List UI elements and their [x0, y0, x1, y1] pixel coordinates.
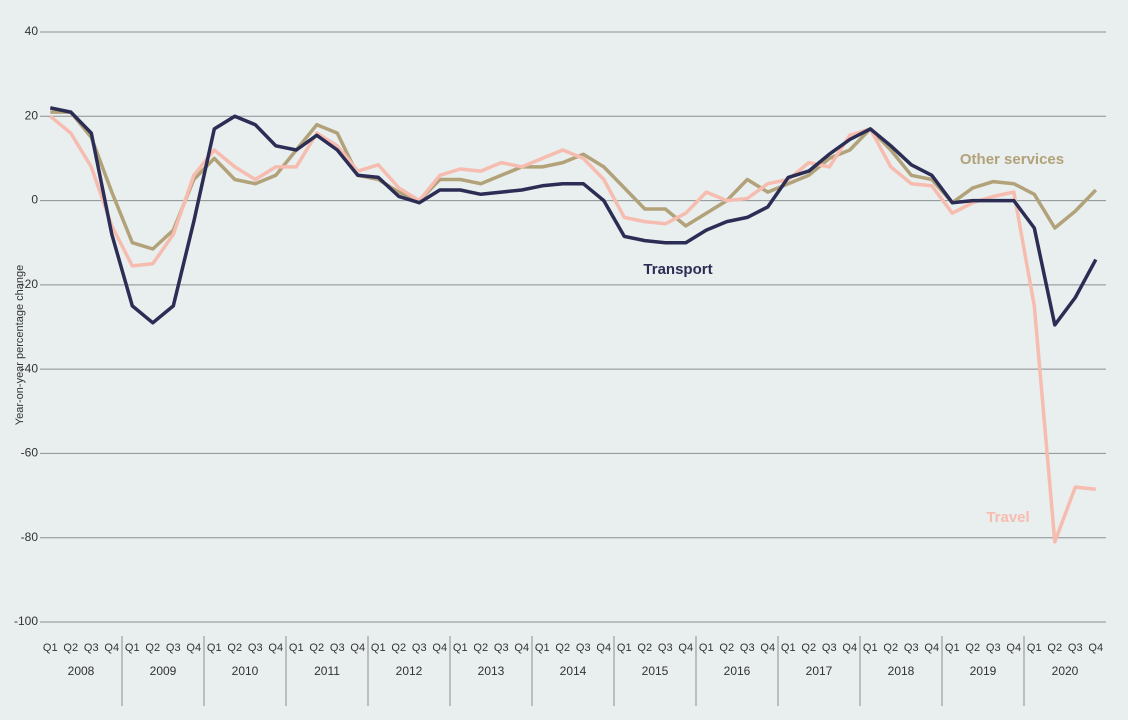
year-label: 2017: [806, 664, 833, 678]
x-tick-label: Q4: [350, 642, 365, 654]
x-tick-label: Q1: [945, 642, 960, 654]
x-tick-label: Q2: [145, 642, 160, 654]
x-tick-label: Q1: [863, 642, 878, 654]
year-label: 2019: [970, 664, 997, 678]
series-line: [50, 110, 1098, 251]
x-tick-label: Q2: [637, 642, 652, 654]
x-tick-label: Q1: [535, 642, 550, 654]
x-tick-label: Q1: [43, 642, 58, 654]
year-label: 2014: [560, 664, 587, 678]
x-tick-label: Q2: [883, 642, 898, 654]
year-label: 2013: [478, 664, 505, 678]
x-tick-label: Q3: [412, 642, 427, 654]
x-tick-label: Q3: [658, 642, 673, 654]
y-tick-label: -80: [21, 530, 39, 544]
y-tick-label: -20: [21, 277, 39, 291]
year-label: 2008: [68, 664, 95, 678]
x-tick-label: Q2: [719, 642, 734, 654]
x-tick-label: Q2: [473, 642, 488, 654]
y-tick-label: 0: [31, 193, 38, 207]
y-tick-label: -40: [21, 361, 39, 375]
x-tick-label: Q4: [186, 642, 201, 654]
x-tick-label: Q2: [965, 642, 980, 654]
x-tick-label: Q1: [781, 642, 796, 654]
x-tick-label: Q4: [514, 642, 529, 654]
x-tick-label: Q1: [699, 642, 714, 654]
x-tick-label: Q1: [1027, 642, 1042, 654]
x-tick-label: Q1: [207, 642, 222, 654]
x-tick-label: Q4: [432, 642, 447, 654]
x-tick-label: Q1: [617, 642, 632, 654]
x-tick-label: Q1: [289, 642, 304, 654]
x-tick-label: Q2: [1047, 642, 1062, 654]
x-tick-label: Q1: [125, 642, 140, 654]
y-axis-label: Year-on-year percentage change: [14, 265, 26, 425]
x-tick-label: Q4: [924, 642, 939, 654]
y-tick-label: 20: [25, 108, 39, 122]
year-label: 2010: [232, 664, 259, 678]
x-tick-label: Q2: [227, 642, 242, 654]
x-tick-label: Q1: [453, 642, 468, 654]
x-tick-label: Q4: [760, 642, 775, 654]
year-label: 2009: [150, 664, 177, 678]
year-label: 2015: [642, 664, 669, 678]
x-tick-label: Q2: [309, 642, 324, 654]
x-tick-label: Q4: [268, 642, 283, 654]
year-label: 2020: [1052, 664, 1079, 678]
x-tick-label: Q3: [494, 642, 509, 654]
x-tick-label: Q2: [801, 642, 816, 654]
series-line: [49, 114, 1096, 544]
y-tick-label: -60: [21, 446, 39, 460]
y-tick-label: -100: [14, 614, 38, 628]
x-tick-label: Q3: [84, 642, 99, 654]
series-label: Transport: [643, 261, 712, 278]
x-tick-label: Q3: [248, 642, 263, 654]
x-tick-label: Q4: [842, 642, 857, 654]
x-tick-label: Q2: [63, 642, 78, 654]
series-label: Travel: [986, 509, 1029, 526]
x-tick-label: Q2: [391, 642, 406, 654]
x-tick-label: Q3: [1068, 642, 1083, 654]
x-tick-label: Q3: [904, 642, 919, 654]
x-tick-label: Q3: [986, 642, 1001, 654]
x-tick-label: Q2: [555, 642, 570, 654]
y-tick-label: 40: [25, 24, 39, 38]
x-tick-label: Q3: [166, 642, 181, 654]
year-label: 2016: [724, 664, 751, 678]
x-tick-label: Q4: [1088, 642, 1103, 654]
year-label: 2012: [396, 664, 423, 678]
x-tick-label: Q4: [104, 642, 119, 654]
x-tick-label: Q3: [576, 642, 591, 654]
year-label: 2011: [314, 664, 340, 678]
x-tick-label: Q3: [740, 642, 755, 654]
x-tick-label: Q3: [822, 642, 837, 654]
year-label: 2018: [888, 664, 915, 678]
x-tick-label: Q4: [596, 642, 611, 654]
series-label: Other services: [960, 151, 1064, 168]
series-line: [49, 106, 1098, 327]
x-tick-label: Q3: [330, 642, 345, 654]
x-tick-label: Q1: [371, 642, 386, 654]
x-tick-label: Q4: [678, 642, 693, 654]
x-tick-label: Q4: [1006, 642, 1021, 654]
